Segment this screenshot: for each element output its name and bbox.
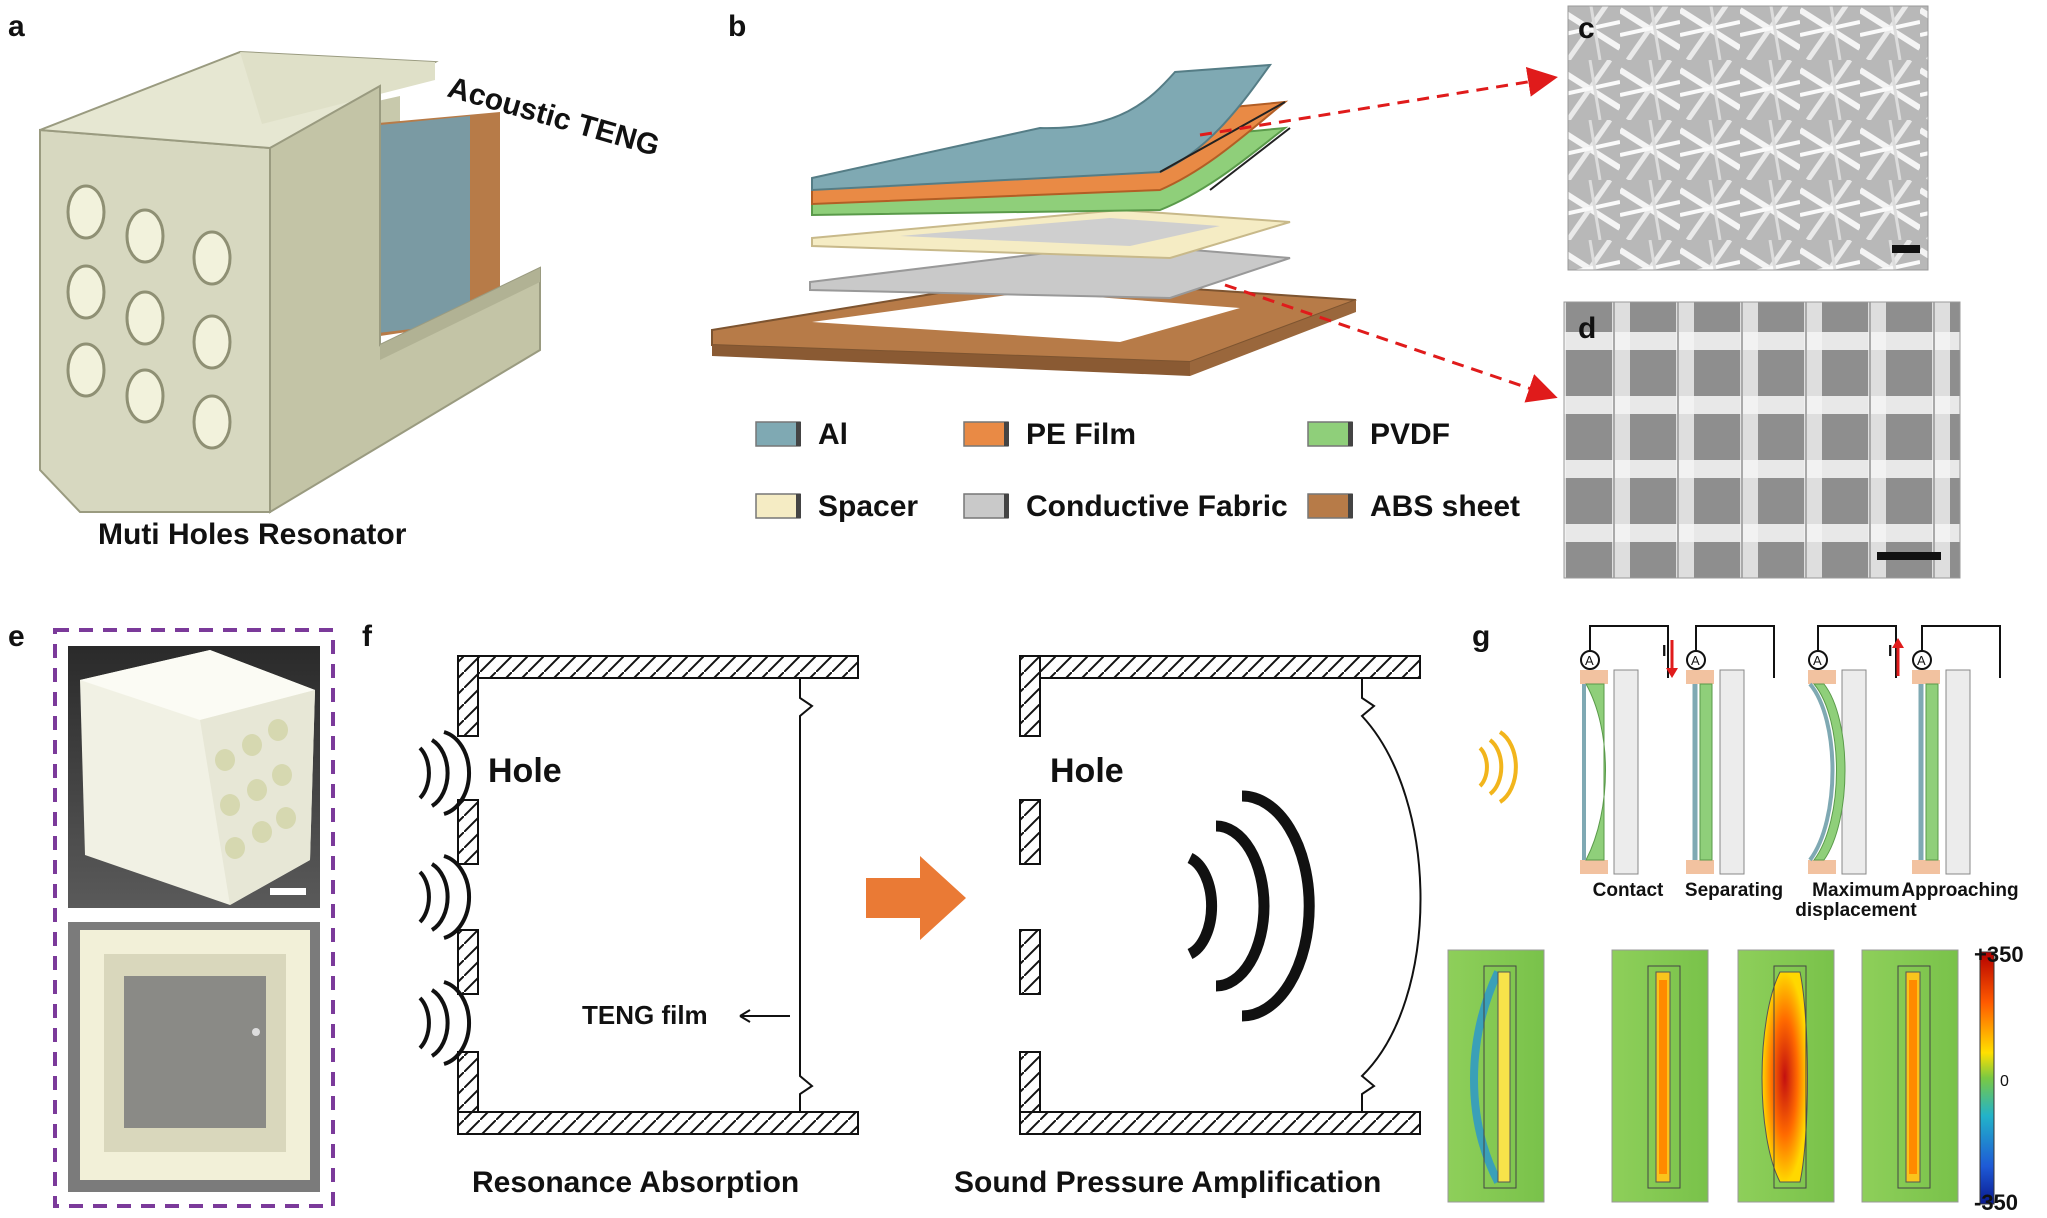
sim-map-2 bbox=[1737, 949, 1835, 1203]
resonator-cube-illustration bbox=[39, 50, 541, 514]
stage-label: Approaching bbox=[1901, 880, 2018, 901]
stage-label: Separating bbox=[1685, 880, 1783, 901]
sound-waves-left bbox=[418, 730, 472, 1066]
legend-label: Al bbox=[818, 418, 848, 451]
panel-label-a: a bbox=[8, 10, 25, 43]
exploded-layer-stack bbox=[711, 63, 1357, 376]
caption-sound-pressure-amplification: Sound Pressure Amplification bbox=[954, 1166, 1381, 1199]
stage-3: A I Approaching bbox=[1888, 625, 2019, 901]
photo-resonator-outside bbox=[68, 646, 320, 908]
yellow-sound-waves bbox=[1478, 730, 1518, 804]
panel-label-e: e bbox=[8, 620, 25, 653]
legend-label: PVDF bbox=[1370, 418, 1450, 451]
svg-text:A: A bbox=[1917, 653, 1926, 668]
teng-film-label: TENG film bbox=[582, 1000, 708, 1030]
scale-bar-d bbox=[1877, 552, 1941, 560]
caption-resonance-absorption: Resonance Absorption bbox=[472, 1166, 799, 1199]
teng-al-layer bbox=[370, 116, 470, 334]
legend-item-2: PVDF bbox=[1307, 418, 1450, 451]
legend-item-1: PE Film bbox=[963, 418, 1136, 451]
stage-0: A Contact bbox=[1580, 625, 1669, 901]
material-legend: Al PE Film PVDF Spacer Conductive Fabric ABS … bbox=[755, 418, 1520, 523]
hole-label-left: Hole bbox=[488, 752, 562, 790]
legend-item-3: Spacer bbox=[755, 490, 918, 523]
legend-label: Spacer bbox=[818, 490, 918, 523]
process-arrow-icon bbox=[866, 856, 966, 940]
arrow-to-sem-d bbox=[1224, 283, 1558, 403]
legend-label: PE Film bbox=[1026, 418, 1136, 451]
legend-swatch bbox=[963, 421, 1009, 447]
panel-label-g: g bbox=[1472, 620, 1490, 653]
legend-item-0: Al bbox=[755, 418, 848, 451]
scale-bar-c bbox=[1892, 245, 1920, 253]
colorbar bbox=[1979, 951, 1995, 1205]
sim-map-0 bbox=[1447, 949, 1545, 1203]
colorbar-max-label: +350 bbox=[1974, 942, 2024, 967]
legend-swatch bbox=[1307, 421, 1353, 447]
resonator-cross-section-left bbox=[457, 655, 859, 1135]
amplified-sound-waves bbox=[1187, 790, 1315, 1022]
legend-item-5: ABS sheet bbox=[1307, 490, 1520, 523]
colorbar-mid-label: 0 bbox=[2000, 1073, 2009, 1090]
stage-label: Maximum bbox=[1812, 880, 1900, 901]
stage-1: A I Separating bbox=[1662, 625, 1783, 901]
hole-label-right: Hole bbox=[1050, 752, 1124, 790]
panel-label-f: f bbox=[362, 620, 373, 653]
teng-film-flat bbox=[799, 678, 814, 1112]
sem-image-d bbox=[1563, 301, 1961, 579]
panel-label-d: d bbox=[1578, 312, 1596, 345]
colorbar-min-label: -350 bbox=[1974, 1190, 2018, 1213]
svg-text:A: A bbox=[1585, 653, 1594, 668]
legend-swatch bbox=[963, 493, 1009, 519]
stage-label: Contact bbox=[1593, 880, 1664, 901]
legend-swatch bbox=[755, 421, 801, 447]
resonator-label: Muti Holes Resonator bbox=[98, 518, 407, 551]
photo-frame-dashed bbox=[53, 628, 335, 1208]
stage-label-line2: displacement bbox=[1795, 900, 1917, 921]
simulation-field-maps bbox=[1447, 949, 1959, 1203]
resonator-cross-section-right bbox=[1019, 655, 1422, 1135]
working-mechanism-stages: A Contact A I Separating A Maximumdisplacement… bbox=[1580, 625, 2019, 921]
legend-label: ABS sheet bbox=[1370, 490, 1520, 523]
panel-label-b: b bbox=[728, 10, 746, 43]
sim-map-3 bbox=[1861, 949, 1959, 1203]
panel-label-c: c bbox=[1578, 12, 1595, 45]
svg-text:A: A bbox=[1691, 653, 1700, 668]
photo-resonator-inside bbox=[68, 922, 320, 1192]
svg-text:I: I bbox=[1662, 643, 1666, 660]
svg-text:I: I bbox=[1888, 643, 1892, 660]
teng-film-deformed bbox=[1360, 678, 1422, 1112]
sem-image-c bbox=[1567, 5, 1929, 271]
sim-map-1 bbox=[1611, 949, 1709, 1203]
legend-item-4: Conductive Fabric bbox=[963, 490, 1288, 523]
svg-text:A: A bbox=[1813, 653, 1822, 668]
legend-swatch bbox=[755, 493, 801, 519]
legend-swatch bbox=[1307, 493, 1353, 519]
resonator-holes bbox=[66, 184, 232, 450]
legend-label: Conductive Fabric bbox=[1026, 490, 1288, 523]
